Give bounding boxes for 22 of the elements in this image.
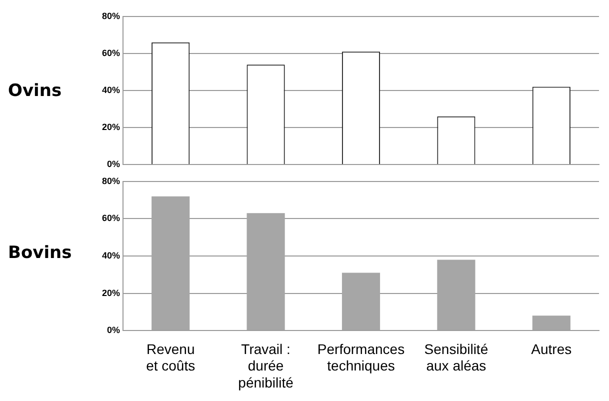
y-tick-label: 20% <box>102 288 120 298</box>
bar <box>532 316 570 330</box>
x-tick-label: Sensibilité aux aléas <box>424 340 488 374</box>
x-tick-label: Revenu et coûts <box>146 340 196 374</box>
bar <box>246 213 285 330</box>
bar <box>437 260 476 330</box>
y-tick-label: 80% <box>102 176 120 186</box>
bar <box>152 196 190 330</box>
y-tick-label: 20% <box>102 122 120 132</box>
bar <box>342 272 380 330</box>
y-tick-label: 80% <box>102 10 120 21</box>
x-tick-label: Autres <box>531 340 572 357</box>
x-tick-label: Travail : durée pénibilité <box>238 340 294 390</box>
y-tick-label: 60% <box>102 48 120 58</box>
y-tick-label: 40% <box>102 250 120 260</box>
y-tick-label: 0% <box>106 159 120 170</box>
y-tick-label: 0% <box>106 325 120 336</box>
y-axis-title: Ovins <box>8 80 63 102</box>
y-tick-label: 40% <box>102 84 120 95</box>
x-tick-label: Performances techniques <box>317 340 405 374</box>
y-axis-title: Bovins <box>8 242 73 265</box>
y-tick-label: 60% <box>102 213 120 224</box>
